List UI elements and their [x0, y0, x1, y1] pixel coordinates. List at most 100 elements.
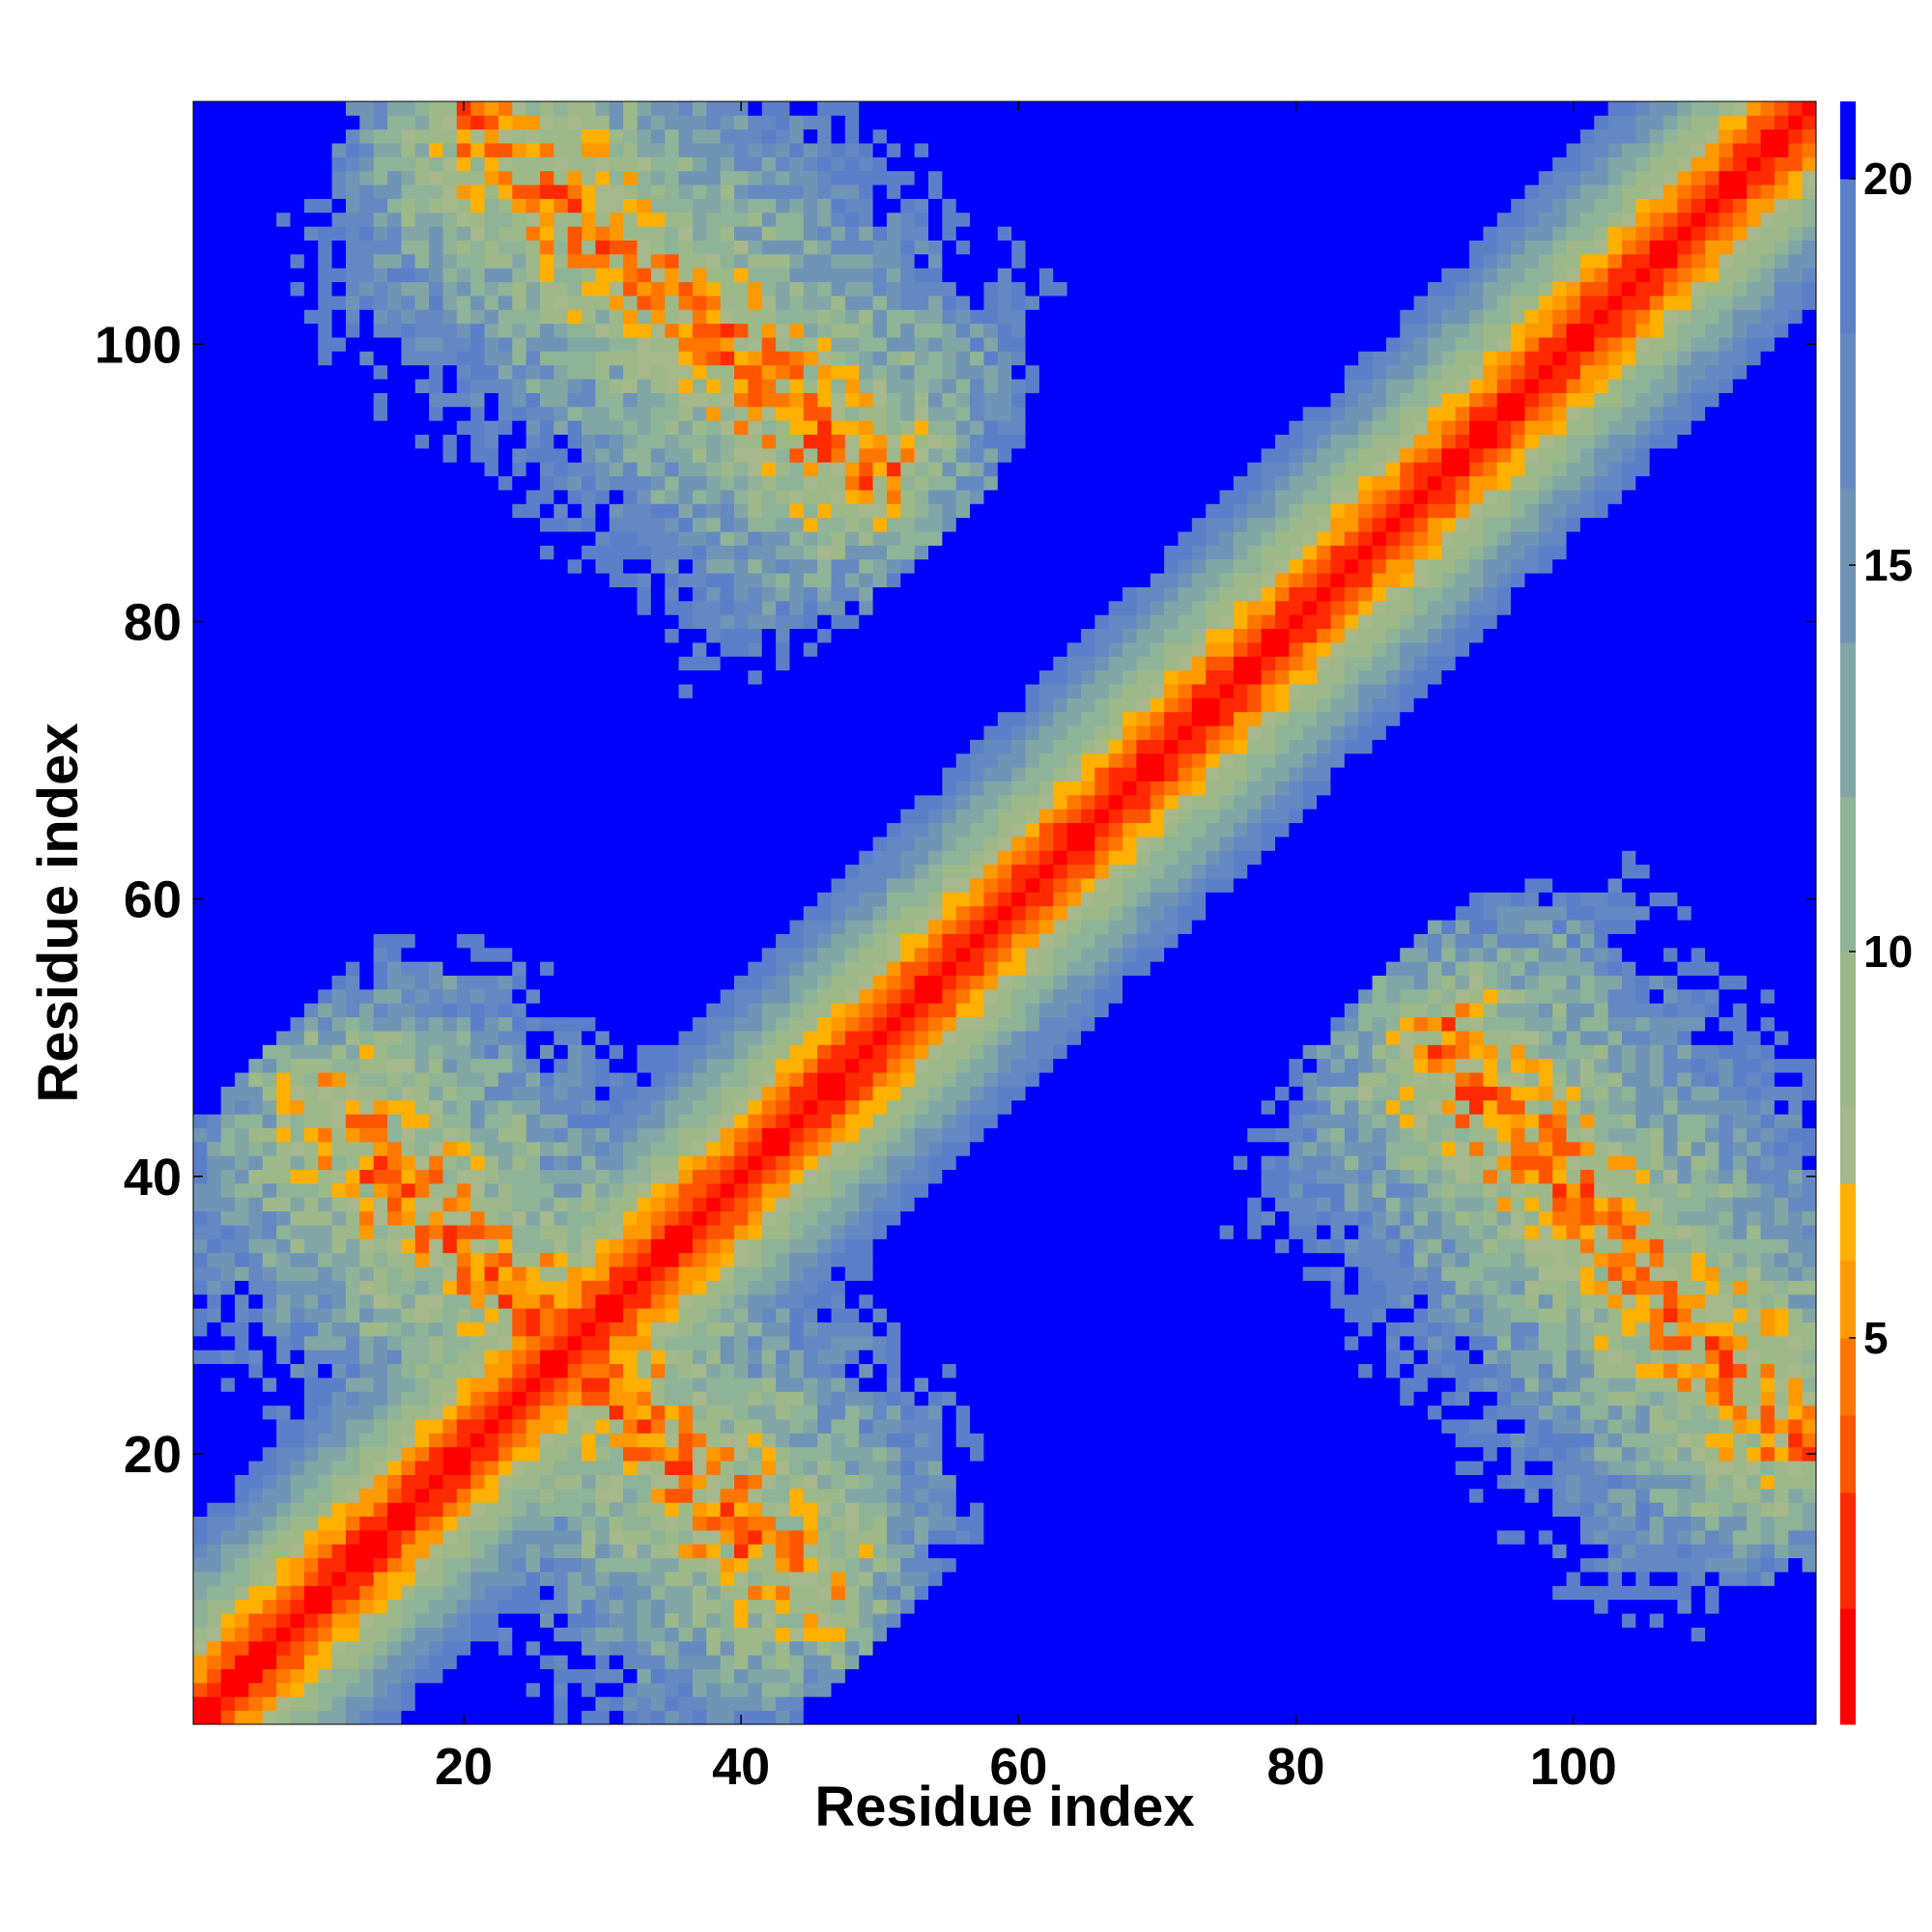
heatmap-cell	[539, 711, 554, 726]
heatmap-cell	[387, 253, 402, 269]
heatmap-cell	[387, 545, 402, 560]
heatmap-cell	[373, 1378, 388, 1392]
heatmap-cell	[706, 920, 722, 934]
heatmap-cell	[373, 1391, 388, 1406]
heatmap-cell	[637, 1655, 652, 1669]
heatmap-cell	[429, 462, 443, 477]
heatmap-cell	[497, 1710, 513, 1725]
heatmap-cell	[442, 475, 458, 491]
heatmap-cell	[720, 1572, 735, 1586]
heatmap-cell	[497, 156, 513, 172]
heatmap-cell	[497, 1640, 513, 1656]
heatmap-cell	[414, 711, 430, 726]
heatmap-cell	[414, 1031, 430, 1045]
heatmap-cell	[207, 337, 222, 352]
heatmap-cell	[623, 656, 638, 671]
heatmap-cell	[734, 794, 749, 810]
heatmap-cell	[554, 1363, 569, 1378]
heatmap-cell	[497, 850, 513, 866]
heatmap-cell	[429, 101, 443, 116]
heatmap-cell	[526, 475, 541, 491]
heatmap-cell	[442, 558, 458, 574]
heatmap-cell	[414, 1308, 430, 1322]
heatmap-cell	[609, 1225, 624, 1239]
heatmap-cell	[526, 669, 541, 685]
heatmap-cell	[609, 1003, 624, 1018]
heatmap-cell	[748, 947, 763, 962]
heatmap-cell	[748, 614, 763, 630]
heatmap-cell	[554, 1502, 569, 1518]
heatmap-cell	[429, 1044, 443, 1060]
heatmap-cell	[650, 1640, 666, 1656]
heatmap-cell	[665, 281, 679, 297]
heatmap-cell	[539, 1225, 554, 1239]
heatmap-cell	[429, 947, 443, 962]
heatmap-cell	[526, 628, 541, 643]
heatmap-cell	[276, 781, 291, 796]
heatmap-cell	[345, 1155, 360, 1171]
heatmap-cell	[706, 1529, 722, 1545]
heatmap-cell	[637, 1099, 652, 1115]
heatmap-cell	[554, 920, 569, 934]
heatmap-cell	[373, 1529, 388, 1545]
heatmap-cell	[331, 1016, 347, 1032]
heatmap-cell	[235, 296, 249, 310]
heatmap-cell	[359, 1238, 375, 1254]
heatmap-cell	[484, 1141, 499, 1156]
heatmap-cell	[442, 447, 458, 463]
heatmap-cell	[776, 1238, 790, 1254]
heatmap-cell	[497, 905, 513, 921]
heatmap-cell	[665, 1627, 679, 1642]
heatmap-cell	[220, 296, 236, 310]
heatmap-cell	[235, 240, 249, 255]
heatmap-cell	[761, 1031, 777, 1045]
heatmap-cell	[387, 156, 402, 172]
heatmap-cell	[637, 988, 652, 1004]
heatmap-cell	[567, 1613, 582, 1628]
heatmap-cell	[776, 656, 790, 671]
heatmap-cell	[276, 545, 291, 560]
heatmap-cell	[665, 1308, 679, 1322]
heatmap-cell	[359, 961, 375, 977]
heatmap-cell	[554, 794, 569, 810]
heatmap-cell	[373, 1572, 388, 1586]
heatmap-cell	[318, 988, 332, 1004]
heatmap-cell	[193, 1058, 208, 1073]
heatmap-cell	[665, 1696, 679, 1712]
heatmap-cell	[512, 739, 527, 754]
heatmap-cell	[262, 781, 277, 796]
heatmap-cell	[650, 143, 666, 157]
heatmap-cell	[387, 185, 402, 199]
heatmap-cell	[748, 725, 763, 740]
heatmap-cell	[582, 1710, 596, 1725]
heatmap-cell	[484, 850, 499, 866]
heatmap-cell	[678, 1280, 694, 1295]
heatmap-cell	[401, 1613, 416, 1628]
heatmap-cell	[262, 669, 277, 685]
heatmap-cell	[484, 503, 499, 519]
heatmap-cell	[331, 1613, 347, 1628]
heatmap-cell	[595, 1488, 611, 1503]
heatmap-cell	[414, 1003, 430, 1018]
heatmap-cell	[207, 1461, 222, 1475]
heatmap-cell	[456, 406, 471, 421]
heatmap-cell	[637, 447, 652, 463]
heatmap-cell	[692, 490, 707, 504]
heatmap-cell	[303, 573, 319, 587]
heatmap-cell	[609, 240, 624, 255]
heatmap-cell	[387, 531, 402, 546]
heatmap-cell	[776, 878, 790, 893]
heatmap-cell	[484, 739, 499, 754]
heatmap-cell	[526, 864, 541, 879]
heatmap-cell	[442, 1044, 458, 1060]
heatmap-cell	[665, 1682, 679, 1697]
heatmap-cell	[623, 1627, 638, 1642]
heatmap-cell	[609, 809, 624, 824]
heatmap-cell	[414, 1640, 430, 1656]
heatmap-cell	[554, 226, 569, 241]
heatmap-cell	[290, 1599, 305, 1614]
heatmap-cell	[331, 212, 347, 227]
heatmap-cell	[609, 933, 624, 949]
heatmap-cell	[678, 1640, 694, 1656]
heatmap-cell	[456, 850, 471, 866]
